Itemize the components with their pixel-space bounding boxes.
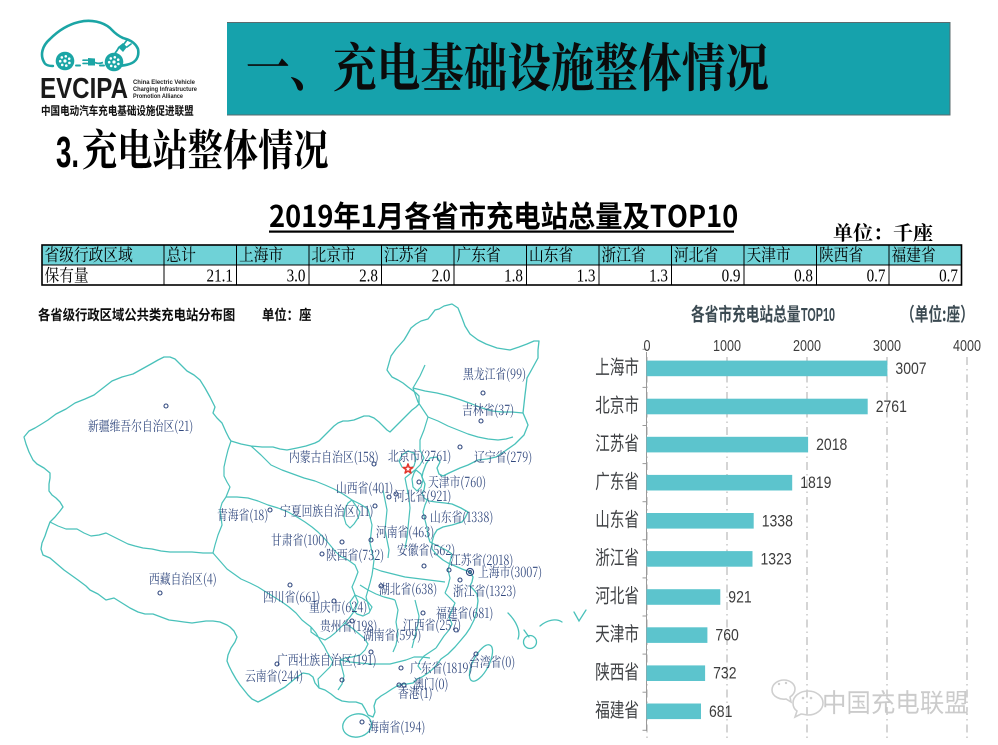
svg-text:China Electric Vehicle: China Electric Vehicle (133, 79, 195, 86)
svg-text:EVCIPA: EVCIPA (40, 73, 128, 105)
svg-text:4000: 4000 (953, 338, 981, 355)
svg-text:1.8: 1.8 (504, 266, 523, 286)
svg-text:21.1: 21.1 (207, 266, 234, 286)
svg-text:1.3: 1.3 (577, 266, 596, 286)
svg-text:TOP10: TOP10 (801, 305, 835, 325)
svg-text:2761: 2761 (876, 397, 907, 416)
svg-text:3.0: 3.0 (287, 266, 306, 286)
svg-text:1000: 1000 (713, 338, 741, 355)
svg-text:1819: 1819 (800, 473, 831, 492)
svg-text:1.3: 1.3 (649, 266, 668, 286)
svg-text:921: 921 (728, 588, 751, 607)
svg-text:0.7: 0.7 (867, 266, 886, 286)
svg-text:2000: 2000 (793, 338, 821, 355)
svg-text:681: 681 (709, 702, 732, 721)
svg-text:0: 0 (644, 338, 651, 355)
svg-text:1323: 1323 (761, 549, 792, 568)
svg-text:732: 732 (713, 664, 736, 683)
svg-text:0.7: 0.7 (939, 266, 958, 286)
svg-text:Promotion Alliance: Promotion Alliance (133, 93, 183, 100)
svg-text:2.8: 2.8 (359, 266, 378, 286)
svg-text:3000: 3000 (873, 338, 901, 355)
svg-text:3.: 3. (56, 128, 79, 177)
svg-text:3007: 3007 (895, 359, 926, 378)
svg-text:2018: 2018 (816, 435, 847, 454)
svg-text:1338: 1338 (762, 511, 793, 530)
svg-text:760: 760 (715, 626, 738, 645)
svg-text:2.0: 2.0 (432, 266, 451, 286)
svg-text:0.8: 0.8 (794, 266, 813, 286)
svg-text:Charging Infrastructure: Charging Infrastructure (133, 86, 197, 93)
svg-text:0.9: 0.9 (722, 266, 741, 286)
